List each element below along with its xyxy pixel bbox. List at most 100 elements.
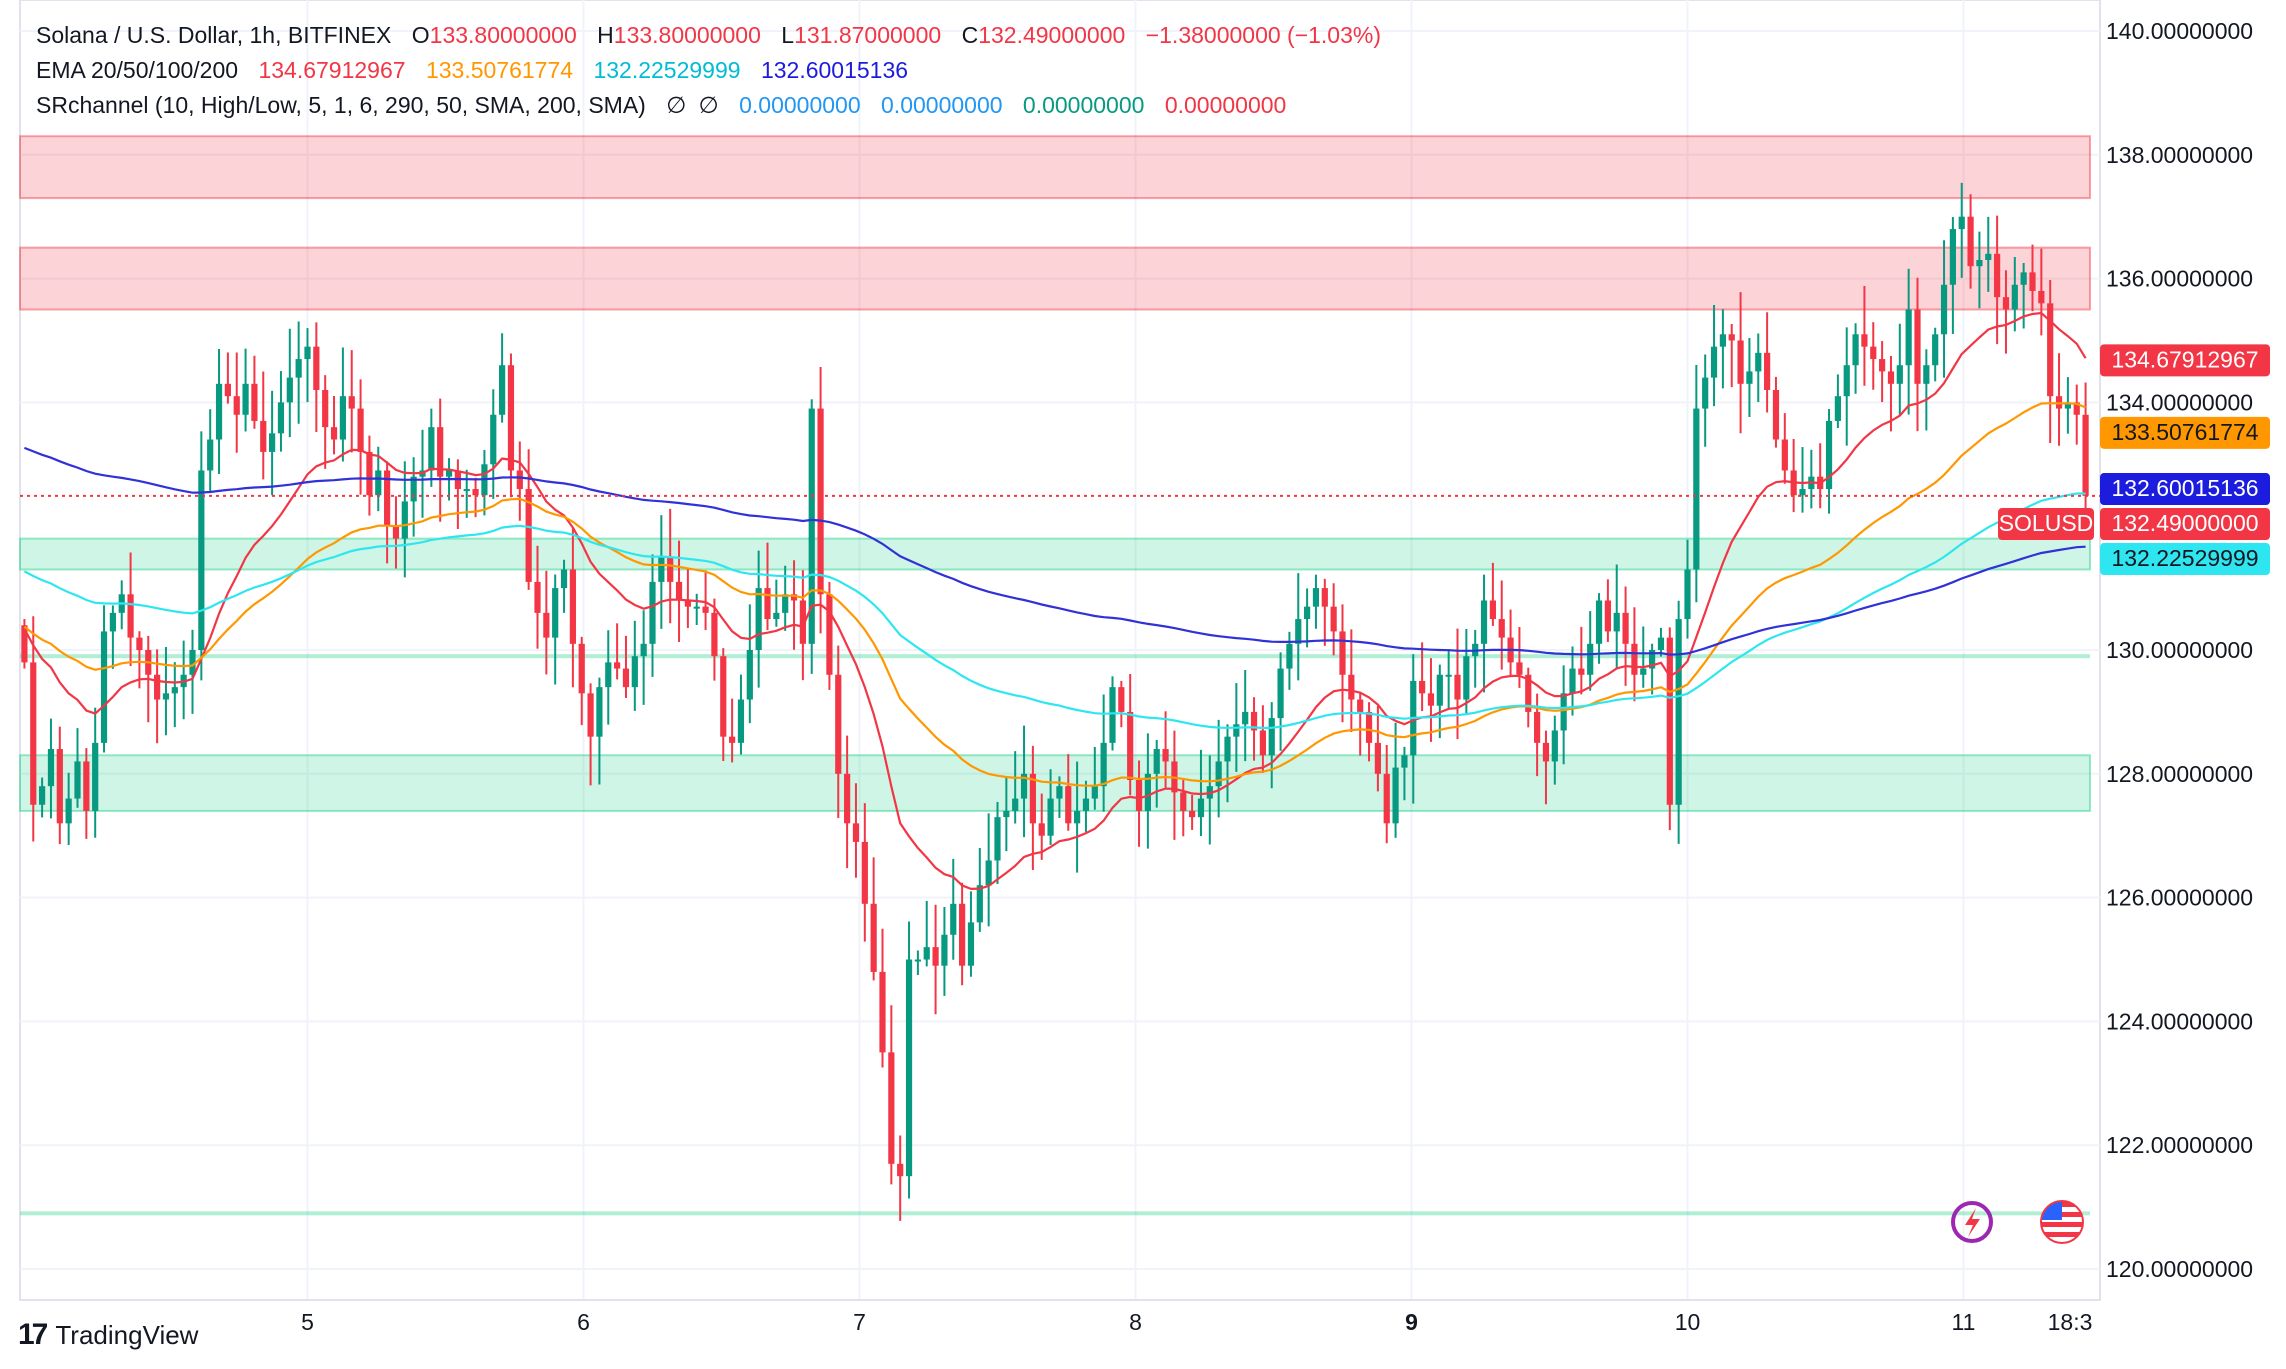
candle-down xyxy=(543,612,550,638)
candle-up xyxy=(985,860,992,886)
candle-down xyxy=(897,1163,904,1177)
tradingview-logo[interactable]: 17 TradingView xyxy=(18,1318,198,1352)
candle-down xyxy=(1357,699,1364,712)
candle-down xyxy=(136,637,143,650)
candle-down xyxy=(2073,402,2080,415)
candle-down xyxy=(30,662,37,805)
price-badge xyxy=(2100,508,2270,541)
support-zone xyxy=(19,537,2091,571)
candle-down xyxy=(578,643,585,694)
candle-down xyxy=(1330,606,1337,632)
candle-up xyxy=(755,588,762,650)
candle-up xyxy=(39,786,46,805)
candle-down xyxy=(1419,680,1426,694)
candle-up xyxy=(1560,693,1567,731)
candle-up xyxy=(950,903,957,935)
symbol-tag-label: SOLUSD xyxy=(1999,510,2094,536)
candle-up xyxy=(490,414,497,465)
candle-down xyxy=(1498,619,1505,638)
price-axis[interactable]: 140.00000000 138.00000000 136.00000000 134.… xyxy=(2106,18,2253,1282)
candle-up xyxy=(976,885,983,923)
candle-up xyxy=(92,742,99,811)
candle-down xyxy=(667,557,674,582)
lightning-icon[interactable] xyxy=(1951,1201,1993,1243)
us-flag-icon[interactable] xyxy=(2040,1200,2084,1244)
candle-down xyxy=(1631,643,1638,675)
candle-up xyxy=(1613,612,1620,632)
candle-up xyxy=(782,594,789,613)
candle-up xyxy=(1020,773,1028,799)
candle-up xyxy=(941,934,948,966)
price-badge xyxy=(2100,473,2270,506)
candle-up xyxy=(1896,365,1903,384)
price-badge xyxy=(2100,344,2270,377)
candle-up xyxy=(1932,334,1939,366)
candle-down xyxy=(516,470,523,490)
candle-up xyxy=(242,383,249,415)
price-badge-label: 134.67912967 xyxy=(2111,346,2258,372)
candle-down xyxy=(1578,668,1585,675)
empty-set-icon: ∅ xyxy=(698,92,719,118)
candle-up xyxy=(994,817,1001,861)
candle-up xyxy=(1463,656,1470,700)
candle-down xyxy=(1994,253,2001,298)
candle-down xyxy=(357,408,364,452)
candle-down xyxy=(1135,780,1143,811)
price-badge xyxy=(2100,416,2270,449)
symbol-title[interactable]: Solana / U.S. Dollar, 1h, BITFINEX xyxy=(36,22,392,48)
candle-up xyxy=(162,693,170,700)
low-value: L131.87000000 xyxy=(781,22,942,48)
candle-up xyxy=(1056,786,1063,799)
time-tick-label: 10 xyxy=(1675,1309,1701,1335)
candle-up xyxy=(905,959,913,1177)
candle-down xyxy=(852,823,860,842)
candle-down xyxy=(729,736,736,743)
candle-down xyxy=(2038,290,2045,304)
srchannel-legend[interactable]: SRchannel (10, High/Low, 5, 1, 6, 290, 5… xyxy=(36,90,1300,120)
candle-up xyxy=(1693,408,1700,570)
price-tick-label: 134.00000000 xyxy=(2106,389,2253,415)
candle-up xyxy=(339,396,346,440)
candle-down xyxy=(1339,631,1346,675)
candle-down xyxy=(313,346,320,390)
candle-up xyxy=(207,439,214,471)
srchannel-value: 0.00000000 xyxy=(881,92,1003,118)
candle-down xyxy=(1914,309,1921,384)
ema-20-line xyxy=(23,311,2087,891)
candle-down xyxy=(330,427,338,440)
time-axis[interactable]: 5 6 7 8 9 10 11 18:3 xyxy=(301,1309,2092,1335)
candle-down xyxy=(888,1052,895,1164)
candle-down xyxy=(614,662,621,669)
candle-up xyxy=(1295,619,1302,644)
price-tick-label: 128.00000000 xyxy=(2106,761,2253,787)
candle-down xyxy=(322,390,329,428)
candle-up xyxy=(1799,489,1806,496)
candle-down xyxy=(1189,810,1196,818)
candle-up xyxy=(914,959,921,962)
candle-down xyxy=(384,470,391,527)
candle-down xyxy=(826,594,833,675)
time-tick-label: 5 xyxy=(301,1309,314,1335)
candle-up xyxy=(1710,346,1718,378)
candle-up xyxy=(1277,668,1284,719)
candle-down xyxy=(1967,216,1974,267)
srchannel-value: 0.00000000 xyxy=(1022,92,1145,118)
candle-up xyxy=(1923,365,1930,384)
candle-up xyxy=(1436,674,1443,706)
srchannel-value: 0.00000000 xyxy=(739,92,861,118)
candle-up xyxy=(1834,396,1841,421)
candle-up xyxy=(923,947,930,960)
candle-down xyxy=(1879,359,1886,372)
candle-up xyxy=(631,656,638,688)
price-badge-label: 132.60015136 xyxy=(2111,475,2258,501)
candle-down xyxy=(799,600,806,644)
candle-down xyxy=(1764,352,1771,390)
candle-down xyxy=(1781,439,1788,471)
candle-up xyxy=(1675,619,1682,805)
candle-up xyxy=(198,470,205,650)
srchannel-label: SRchannel (10, High/Low, 5, 1, 6, 290, 5… xyxy=(36,92,646,118)
candle-down xyxy=(1065,786,1072,824)
candle-up xyxy=(596,687,603,737)
ema-legend[interactable]: EMA 20/50/100/200 134.67912967 133.50761… xyxy=(36,55,922,85)
